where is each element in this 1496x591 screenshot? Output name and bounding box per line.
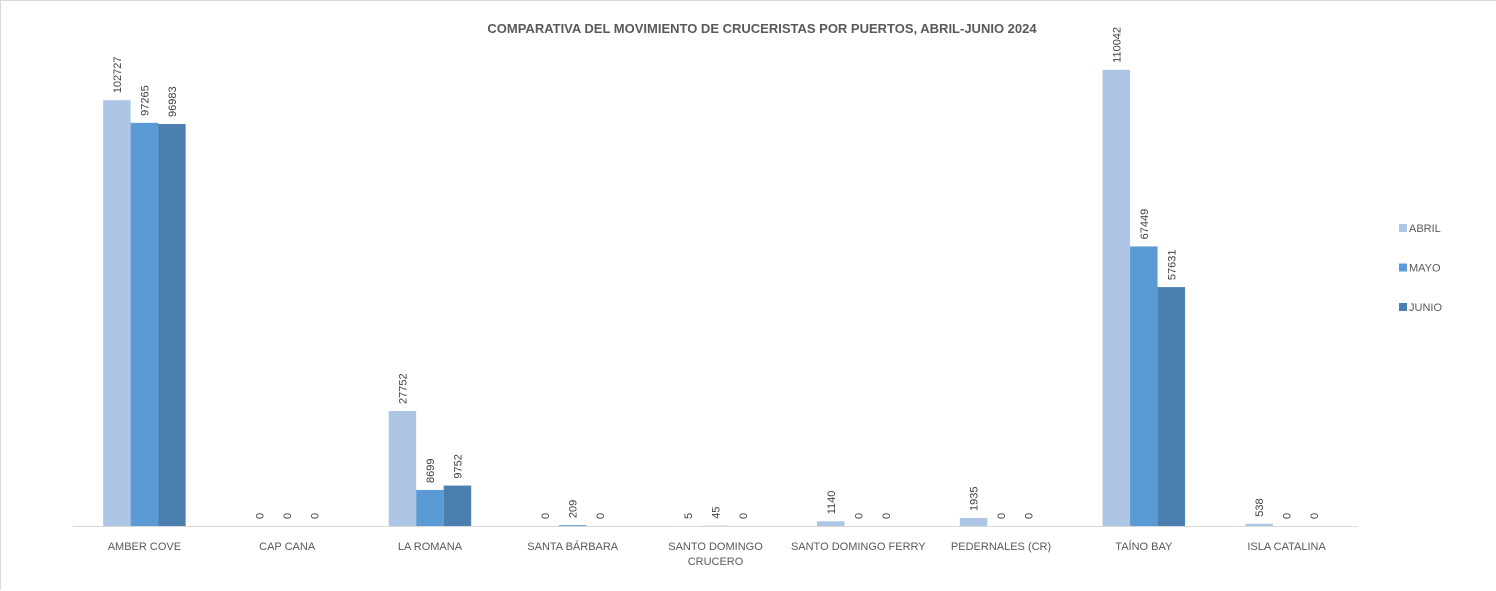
bar-abril-5 <box>817 521 845 526</box>
category-label-3: SANTA BÁRBARA <box>527 540 619 553</box>
data-label-abril-1: 0 <box>255 513 267 519</box>
legend: ABRIL MAYO JUNIO <box>1399 223 1442 314</box>
data-label-mayo-5: 0 <box>853 513 865 519</box>
bar-junio-7 <box>1158 287 1186 526</box>
data-label-mayo-7: 67449 <box>1139 209 1151 240</box>
data-label-mayo-1: 0 <box>282 513 294 519</box>
legend-swatch-abril <box>1399 224 1407 232</box>
data-label-abril-7: 110042 <box>1111 27 1123 63</box>
category-label-1: CAP CANA <box>259 541 316 553</box>
data-label-abril-4: 5 <box>683 513 695 519</box>
bar-abril-7 <box>1103 70 1131 526</box>
data-label-abril-2: 27752 <box>397 373 409 404</box>
chart-title: COMPARATIVA DEL MOVIMIENTO DE CRUCERISTA… <box>487 21 1037 36</box>
data-label-junio-8: 0 <box>1309 513 1321 519</box>
data-label-junio-3: 0 <box>595 513 607 519</box>
data-label-mayo-0: 97265 <box>139 85 151 116</box>
data-label-mayo-6: 0 <box>996 513 1008 519</box>
category-label-2: LA ROMANA <box>398 541 463 553</box>
category-label-8: ISLA CATALINA <box>1247 541 1326 553</box>
data-label-mayo-3: 209 <box>568 500 580 518</box>
bar-junio-0 <box>158 124 186 526</box>
data-label-junio-7: 57631 <box>1166 250 1178 281</box>
data-label-junio-0: 96983 <box>167 86 179 117</box>
category-label-5: SANTO DOMINGO FERRY <box>791 541 926 553</box>
category-labels-layer: AMBER COVE CAP CANA LA ROMANA SANTA BÁRBARA… <box>108 540 1327 568</box>
bar-mayo-0 <box>131 123 159 526</box>
data-label-junio-1: 0 <box>310 513 322 519</box>
category-label-7: TAÍNO BAY <box>1115 540 1173 553</box>
legend-label-mayo: MAYO <box>1409 263 1441 275</box>
data-label-mayo-2: 8699 <box>425 458 437 482</box>
bar-abril-6 <box>960 518 988 526</box>
data-label-mayo-4: 45 <box>711 507 723 519</box>
bar-mayo-7 <box>1130 246 1158 526</box>
bar-junio-2 <box>444 486 472 526</box>
legend-swatch-mayo <box>1399 264 1407 272</box>
category-label-6: PEDERNALES (CR) <box>951 541 1051 553</box>
legend-label-junio: JUNIO <box>1409 302 1442 314</box>
bar-mayo-2 <box>416 490 444 526</box>
data-label-abril-0: 102727 <box>112 56 124 93</box>
bars-layer <box>103 70 1273 526</box>
data-label-junio-4: 0 <box>738 513 750 519</box>
data-label-junio-6: 0 <box>1024 513 1036 519</box>
legend-label-abril: ABRIL <box>1409 223 1441 235</box>
category-label-0: AMBER COVE <box>108 541 181 553</box>
legend-swatch-junio <box>1399 303 1407 311</box>
data-label-mayo-8: 0 <box>1282 513 1294 519</box>
bar-abril-8 <box>1245 524 1273 526</box>
bar-abril-2 <box>389 411 417 526</box>
bar-abril-0 <box>103 100 131 526</box>
data-label-junio-5: 0 <box>881 513 893 519</box>
data-label-abril-5: 1140 <box>826 491 838 515</box>
bar-mayo-3 <box>559 525 587 526</box>
data-label-abril-3: 0 <box>540 513 552 519</box>
data-label-abril-8: 538 <box>1254 498 1266 516</box>
data-label-abril-6: 1935 <box>969 486 981 510</box>
data-label-junio-2: 9752 <box>452 454 464 478</box>
